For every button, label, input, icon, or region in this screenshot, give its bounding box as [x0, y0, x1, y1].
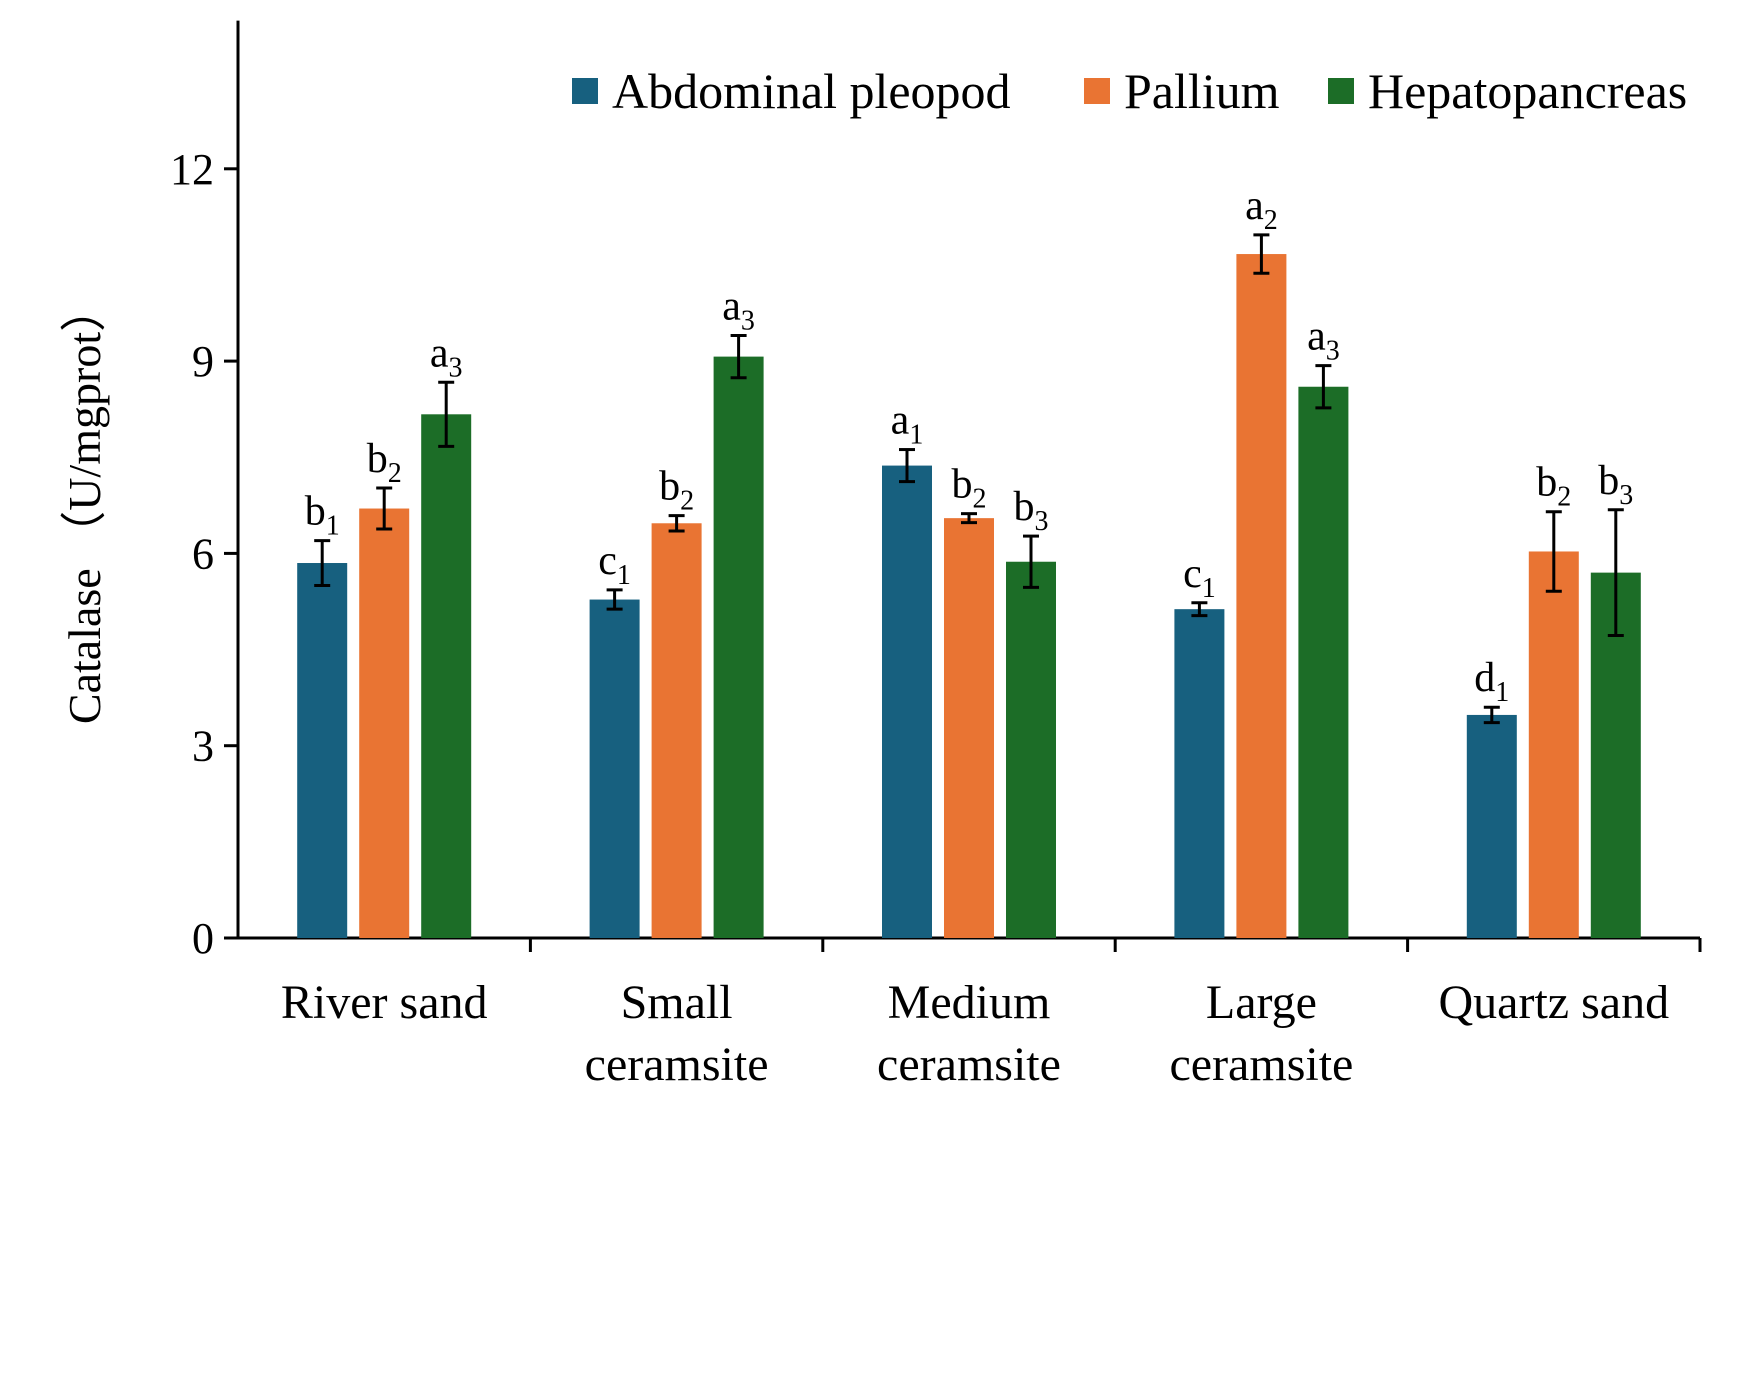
significance-label: d1 [1474, 655, 1509, 708]
legend-label: Pallium [1124, 63, 1280, 119]
bar [1174, 609, 1225, 938]
x-category-label: River sand [281, 976, 488, 1029]
x-category-label: Medium ceramsite [877, 976, 1061, 1091]
bar [1236, 254, 1287, 939]
significance-label: a3 [1307, 314, 1340, 367]
x-category-label: Quartz sand [1439, 976, 1670, 1029]
axes: 0 3 6 9 12 River sand Small ceramsite Medium cera… [170, 20, 1702, 1091]
significance-label: a3 [430, 330, 463, 383]
y-tick-label: 9 [192, 337, 214, 386]
significance-labels: b1 c1 a1 c1 d1 b2 b2 b2 a2 b2 a3 a3 b3 a3 b3 [305, 183, 1634, 708]
x-category-label: Large ceramsite [1169, 976, 1353, 1091]
y-tick-label: 6 [192, 529, 214, 578]
bar [713, 356, 764, 938]
legend-swatch [1084, 78, 1110, 104]
legend-label: Abdominal pleopod [612, 63, 1011, 119]
significance-label: b2 [659, 464, 694, 517]
y-tick-label: 0 [192, 914, 214, 963]
significance-label: b1 [305, 489, 340, 542]
bar [1528, 551, 1579, 938]
significance-label: b3 [1598, 458, 1633, 511]
bar [1006, 561, 1056, 938]
bar [421, 414, 472, 939]
significance-label: b2 [952, 462, 987, 515]
significance-label: a2 [1245, 183, 1278, 236]
bar [651, 523, 702, 938]
legend-swatch [572, 78, 598, 104]
bar [359, 508, 410, 938]
bar [1298, 386, 1349, 938]
y-axis-title: Catalase （U/mgprot） [59, 286, 110, 724]
significance-label: a3 [722, 283, 755, 336]
significance-label: b2 [367, 436, 402, 489]
legend-swatch [1328, 78, 1354, 104]
significance-label: c1 [598, 538, 631, 591]
bar-series [297, 254, 1641, 939]
significance-label: b3 [1014, 484, 1049, 537]
bar [589, 599, 640, 938]
legend: Abdominal pleopod Pallium Hepatopancreas [572, 63, 1687, 119]
significance-label: b2 [1536, 460, 1571, 513]
legend-label: Hepatopancreas [1368, 63, 1687, 119]
bar [882, 465, 932, 938]
significance-label: a1 [891, 398, 924, 451]
y-tick-label: 3 [192, 722, 214, 771]
x-category-label: Small ceramsite [585, 976, 769, 1091]
bar [297, 563, 348, 938]
error-bars [314, 233, 1624, 725]
bar [1466, 714, 1517, 938]
y-tick-label: 12 [170, 145, 214, 194]
bar [944, 518, 994, 938]
significance-label: c1 [1183, 551, 1216, 604]
